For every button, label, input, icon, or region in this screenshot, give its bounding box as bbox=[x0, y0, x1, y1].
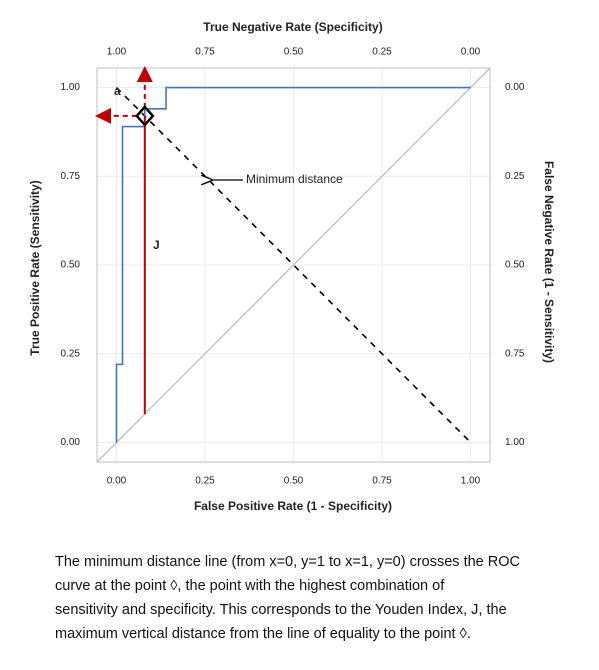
caption: The minimum distance line (from x=0, y=1… bbox=[55, 550, 575, 646]
y2-tick-label: 0.00 bbox=[505, 82, 525, 93]
y-tick-label: 1.00 bbox=[61, 82, 81, 93]
caption-line: maximum vertical distance from the line … bbox=[55, 626, 471, 642]
x-tick-label: 0.00 bbox=[107, 476, 127, 487]
annotation-a: a bbox=[114, 84, 121, 98]
annotation-min-distance: Minimum distance bbox=[246, 172, 343, 186]
y-tick-label: 0.00 bbox=[61, 437, 81, 448]
annotation-j: J bbox=[153, 238, 160, 252]
y-axis-title: True Positive Rate (Sensitivity) bbox=[28, 180, 42, 355]
x2-tick-label: 1.00 bbox=[107, 47, 127, 58]
y-tick-label: 0.75 bbox=[61, 171, 81, 182]
equality-line bbox=[96, 67, 491, 463]
x-tick-label: 0.25 bbox=[195, 476, 215, 487]
plot-frame bbox=[96, 67, 491, 463]
y-tick-label: 0.50 bbox=[61, 260, 81, 271]
top-axis-title: True Negative Rate (Specificity) bbox=[203, 20, 382, 34]
x2-tick-label: 0.50 bbox=[284, 47, 304, 58]
x2-tick-label: 0.00 bbox=[461, 47, 481, 58]
caption-line: The minimum distance line (from x=0, y=1… bbox=[55, 554, 520, 570]
x-tick-label: 1.00 bbox=[461, 476, 481, 487]
x-tick-label: 0.75 bbox=[372, 476, 392, 487]
x-tick-label: 0.50 bbox=[284, 476, 304, 487]
y2-tick-label: 1.00 bbox=[505, 437, 525, 448]
y2-axis-title: False Negative Rate (1 - Sensitivity) bbox=[542, 161, 556, 363]
x2-tick-label: 0.75 bbox=[195, 47, 215, 58]
optimal-point bbox=[135, 105, 155, 127]
y2-tick-label: 0.25 bbox=[505, 171, 525, 182]
x-axis-title: False Positive Rate (1 - Specificity) bbox=[194, 499, 392, 513]
caption-line: curve at the point ◊, the point with the… bbox=[55, 578, 445, 594]
y2-tick-label: 0.75 bbox=[505, 348, 525, 359]
y2-tick-label: 0.50 bbox=[505, 260, 525, 271]
caption-line: sensitivity and specificity. This corres… bbox=[55, 602, 507, 618]
x2-tick-label: 0.25 bbox=[372, 47, 392, 58]
chart: True Negative Rate (Specificity) False P… bbox=[28, 20, 556, 513]
y-tick-label: 0.25 bbox=[61, 348, 81, 359]
